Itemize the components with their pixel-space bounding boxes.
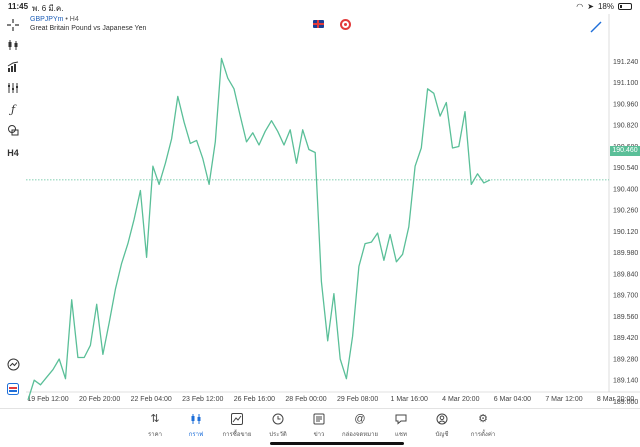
status-right: ◠ ➤ 18% [576,2,632,11]
nav-label: ข่าว [313,432,325,438]
home-indicator [270,442,404,445]
battery-percent: 18% [597,2,614,11]
y-tick-label: 191.240 [613,59,638,66]
quotes-icon: ⇅ [150,413,160,425]
symbol-name[interactable]: GBPJPYm [30,16,64,23]
y-tick-label: 190.820 [613,123,638,130]
symbol-timeframe: • H4 [65,16,79,23]
location-icon: ➤ [587,2,594,11]
mailbox-icon: @ [354,413,366,425]
y-tick-label: 189.560 [613,314,638,321]
news-icon [299,411,339,427]
nav-settings[interactable]: ⚙ การตั้งค่า [463,409,503,441]
battery-icon [618,3,632,10]
y-tick-label: 189.420 [613,335,638,342]
x-tick-label: 1 Mar 16:00 [391,396,428,403]
nav-chart[interactable]: กราฟ [176,409,216,441]
nav-label: ประวัติ [269,432,287,438]
x-tick-label: 7 Mar 12:00 [545,396,582,403]
x-tick-label: 22 Feb 04:00 [131,396,172,403]
nav-label: กราฟ [188,432,204,438]
chart-type-icon[interactable] [4,36,22,54]
y-tick-label: 189.280 [613,356,638,363]
symbol-description: Great Britain Pound vs Japanese Yen [30,25,147,32]
shapes-icon[interactable] [4,121,22,139]
x-tick-label: 28 Feb 00:00 [285,396,326,403]
nav-trade[interactable]: การซื้อขาย [217,409,257,441]
status-bar: 11:45 พ. 6 มี.ค. ◠ ➤ 18% [0,0,640,14]
trade-signal-icon[interactable] [4,355,22,373]
y-tick-label: 190.540 [613,165,638,172]
x-tick-label: 29 Feb 08:00 [337,396,378,403]
nav-label: การซื้อขาย [222,432,252,438]
x-tick-label: 4 Mar 20:00 [442,396,479,403]
objects-icon[interactable] [4,79,22,97]
x-tick-label: 6 Mar 04:00 [494,396,531,403]
jpy-flag-icon [340,19,351,30]
nav-history[interactable]: ประวัติ [258,409,298,441]
nav-chat[interactable]: แชท [381,409,421,441]
y-tick-label: 189.000 [613,399,638,406]
x-tick-label: 26 Feb 16:00 [234,396,275,403]
status-time: 11:45 [8,2,29,11]
gbp-flag-icon [313,20,324,28]
x-tick-label: 19 Feb 12:00 [27,396,68,403]
trade-icon [217,411,257,427]
current-price-badge: 190.460 [610,146,640,156]
x-tick-label: 23 Feb 12:00 [182,396,223,403]
symbol-header: GBPJPYm • H4 [30,16,79,23]
y-tick-label: 190.400 [613,186,638,193]
function-icon[interactable]: ƒ [10,102,16,116]
nav-quotes[interactable]: ⇅ ราคา [135,409,175,441]
y-tick-label: 189.980 [613,250,638,257]
nav-label: กล่องจดหมาย [341,432,379,438]
x-tick-label: 8 Mar 20:00 [597,396,634,403]
chart-icon [176,411,216,427]
nav-mailbox[interactable]: @ กล่องจดหมาย [340,409,380,441]
y-tick-label: 190.120 [613,229,638,236]
settings-icon: ⚙ [478,413,488,425]
chat-icon [381,411,421,427]
bottom-navigation: ⇅ ราคา กราฟ การซื้อขาย ประวัติ ข่าว @ กล… [0,408,640,447]
nav-news[interactable]: ข่าว [299,409,339,441]
account-icon [422,411,462,427]
nav-label: บัญชี [435,432,449,438]
nav-label: แชท [395,432,407,438]
nav-account[interactable]: บัญชี [422,409,462,441]
one-click-trading-icon[interactable] [4,380,22,398]
nav-label: ราคา [148,432,162,438]
price-chart[interactable]: 191.240191.100190.960190.820190.680190.5… [0,0,640,408]
price-line-series [27,57,491,401]
nav-label: การตั้งค่า [470,432,496,438]
status-date: พ. 6 มี.ค. [32,4,64,13]
y-tick-label: 191.100 [613,80,638,87]
y-axis-labels: 191.240191.100190.960190.820190.680190.5… [613,59,638,406]
drawing-pen-icon[interactable] [590,20,602,33]
timeframe-button[interactable]: H4 [7,148,19,158]
x-axis-labels: 19 Feb 12:00 20 Feb 20:00 22 Feb 04:00 23 F… [27,396,634,403]
y-tick-label: 189.840 [613,271,638,278]
y-tick-label: 189.140 [613,378,638,385]
left-toolbar: ƒ H4 [0,14,26,406]
wifi-icon: ◠ [576,2,584,11]
y-tick-label: 189.700 [613,293,638,300]
crosshair-icon[interactable] [4,16,22,34]
indicators-icon[interactable] [4,58,22,76]
y-tick-label: 190.960 [613,101,638,108]
y-tick-label: 190.260 [613,208,638,215]
x-tick-label: 20 Feb 20:00 [79,396,120,403]
history-icon [258,411,298,427]
